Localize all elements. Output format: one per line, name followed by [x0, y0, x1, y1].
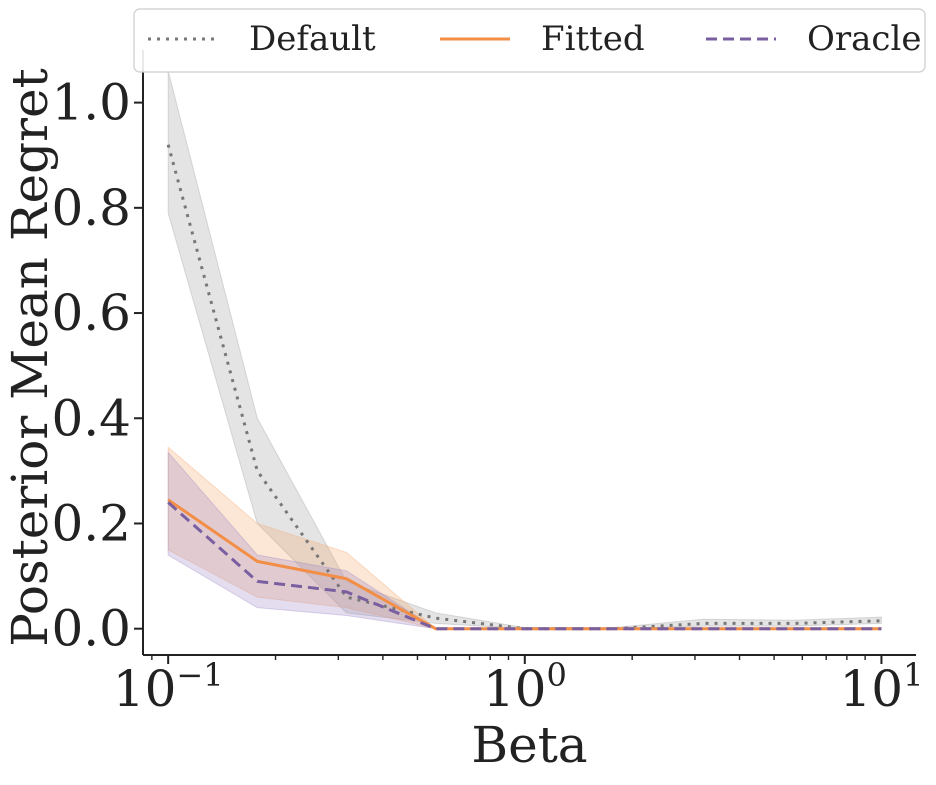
axes — [142, 50, 916, 656]
line-default — [166, 144, 882, 631]
y-tick-label: 0.4 — [51, 389, 131, 447]
y-tick-label: 0.6 — [51, 284, 131, 342]
x-tick-base: 10 — [839, 660, 903, 718]
y-tick-label: 0.2 — [51, 494, 131, 552]
legend-label-oracle: Oracle — [807, 19, 921, 59]
x-tick-label: 100 — [483, 656, 567, 718]
legend-label-fitted: Fitted — [541, 19, 645, 59]
confidence-bands — [167, 70, 882, 630]
y-axis-label: Posterior Mean Regret — [1, 68, 59, 646]
y-tick-label: 0.8 — [51, 179, 131, 237]
x-tick-label: 10−1 — [113, 656, 224, 718]
band-default — [167, 70, 882, 630]
series-lines — [166, 144, 882, 631]
legend: Default Fitted Oracle — [133, 8, 926, 73]
x-axis-label: Beta — [471, 716, 587, 774]
x-tick-exponent: 1 — [903, 656, 923, 694]
legend-label-default: Default — [249, 19, 376, 59]
y-ticks: 0.0 0.2 0.4 0.6 0.8 1.0 — [51, 74, 143, 658]
x-tick-label: 101 — [839, 656, 923, 718]
x-tick-exponent: −1 — [176, 656, 223, 694]
x-tick-base: 10 — [113, 660, 177, 718]
x-ticks: 10−1 100 101 — [113, 655, 923, 718]
y-tick-label: 1.0 — [51, 74, 131, 132]
legend-box — [133, 8, 926, 73]
x-tick-base: 10 — [483, 660, 547, 718]
y-tick-label: 0.0 — [51, 600, 131, 658]
x-tick-exponent: 0 — [546, 656, 566, 694]
